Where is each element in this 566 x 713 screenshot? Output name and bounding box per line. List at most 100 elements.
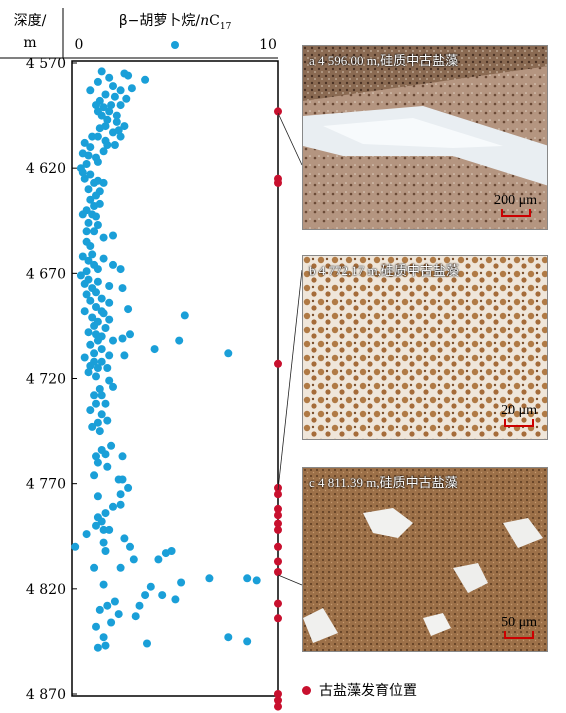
scatter-point [90, 202, 99, 210]
scatter-point [101, 90, 110, 99]
scatter-series [71, 67, 261, 652]
scatter-point [101, 324, 110, 332]
scatter-point [90, 349, 99, 358]
scatter-point [177, 578, 186, 587]
x-axis-title-n: n [200, 13, 209, 29]
scatter-point [86, 195, 95, 204]
scatter-point [80, 138, 89, 147]
micrograph-panel-b: b 4 772.17 m,硅质中古盐藻 20 μm [302, 255, 548, 440]
legend-label: 古盐藻发育位置 [319, 683, 417, 699]
scatter-point [82, 227, 91, 236]
scatter-point [167, 547, 176, 555]
scatter-point [88, 250, 97, 259]
scatter-point [124, 483, 133, 492]
leader-line-b [277, 269, 303, 491]
scatter-point [141, 591, 150, 600]
scale-bar-line-c [504, 631, 535, 639]
scatter-point [224, 633, 233, 642]
scatter-point [116, 86, 125, 95]
scatter-point [118, 452, 127, 461]
scatter-point [103, 141, 112, 149]
scatter-point [97, 517, 106, 526]
scatter-point [93, 643, 102, 652]
scatter-point [109, 260, 117, 269]
scatter-point [103, 601, 112, 610]
micrograph-image-c [303, 468, 547, 651]
scatter-point [80, 174, 89, 183]
x-axis-title-sub: 17 [220, 22, 232, 32]
y-tick-label: 4 620 [26, 161, 66, 177]
scatter-point [99, 538, 108, 547]
scatter-point [110, 141, 119, 149]
y-tick-label: 4 820 [26, 582, 66, 598]
scatter-point [150, 345, 159, 354]
scatter-point [92, 622, 100, 631]
scatter-point [95, 605, 104, 614]
scatter-point [158, 591, 167, 600]
scatter-point [126, 330, 134, 339]
scale-bar-b: 20 μm [501, 403, 537, 427]
legend: 古盐藻发育位置 [302, 680, 417, 700]
x-axis-title-c: C [209, 13, 220, 29]
scale-bar-c: 50 μm [501, 615, 537, 639]
scatter-point [86, 361, 95, 370]
scatter-point [82, 530, 91, 539]
scatter-point [90, 563, 99, 572]
scatter-point [143, 639, 151, 648]
scatter-point [88, 313, 97, 322]
scatter-point [103, 462, 112, 471]
scatter-point [116, 490, 125, 499]
scatter-point [116, 563, 125, 572]
scatter-point [93, 265, 102, 274]
chart-header: 深度/ m β−胡萝卜烷/nC17 0 10 [0, 8, 278, 59]
scatter-point [126, 542, 134, 551]
scatter-point [88, 132, 97, 141]
red-marker-point [274, 490, 282, 499]
scatter-point [109, 502, 117, 511]
scatter-point [90, 471, 99, 480]
scatter-point [224, 349, 233, 358]
scatter-point [105, 73, 114, 82]
scatter-point [97, 410, 106, 419]
scatter-point [78, 210, 87, 219]
red-marker-point [274, 542, 282, 551]
scatter-point [107, 101, 116, 110]
scatter-point [99, 147, 108, 156]
red-marker-point [274, 614, 282, 623]
scatter-point [97, 294, 106, 303]
scatter-point [120, 122, 129, 131]
scatter-point [109, 231, 117, 240]
scatter-point [101, 509, 110, 518]
scatter-point [205, 574, 214, 583]
scatter-point [90, 321, 99, 330]
scatter-point [131, 612, 140, 621]
scatter-point [78, 168, 87, 177]
scatter-point [86, 170, 95, 179]
scatter-point [97, 357, 106, 366]
scatter-point [80, 279, 89, 288]
scatter-point [90, 391, 99, 400]
scatter-point [82, 290, 91, 299]
scatter-point [99, 580, 108, 589]
scatter-point [86, 242, 95, 250]
panel-caption-a: a 4 596.00 m,硅质中古盐藻 [309, 53, 459, 68]
scatter-point [180, 311, 189, 320]
leader-line-c [277, 574, 303, 586]
scatter-point [82, 267, 91, 276]
scatter-point [71, 542, 80, 551]
y-tick-label: 4 670 [26, 266, 66, 282]
red-marker-point [274, 696, 282, 705]
scatter-point [90, 227, 99, 236]
scatter-point [99, 309, 108, 318]
scale-label-b: 20 μm [501, 403, 537, 418]
scatter-point [116, 265, 125, 274]
red-marker-point [274, 178, 282, 187]
scatter-point [93, 277, 102, 286]
x-axis-title-prefix: β−胡萝卜烷/ [119, 13, 201, 29]
micrograph-image-b [303, 256, 547, 439]
scatter-point [84, 328, 93, 337]
red-marker-point [274, 690, 282, 698]
scatter-point [120, 351, 129, 360]
scatter-point [112, 111, 121, 120]
scatter-point [105, 298, 114, 307]
